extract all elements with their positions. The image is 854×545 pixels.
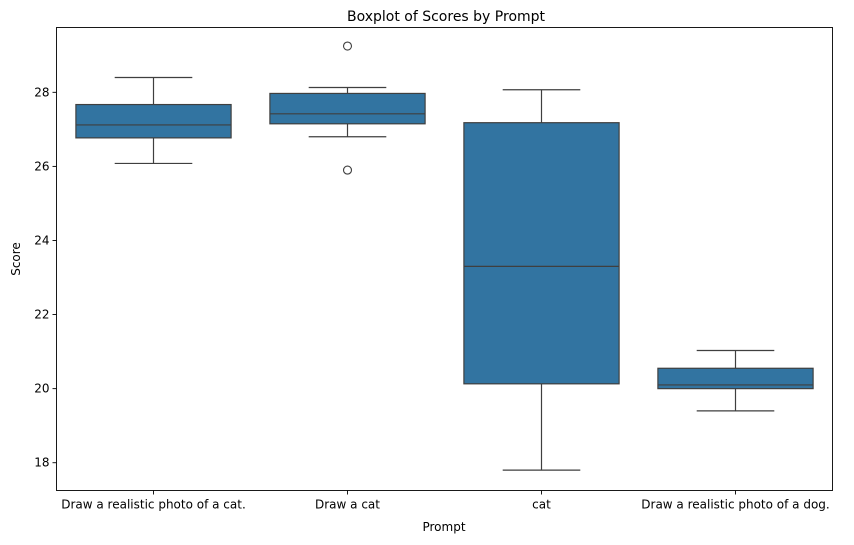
y-axis-label: Score — [9, 242, 23, 276]
outlier-point — [342, 41, 353, 51]
y-tick-label: 18 — [34, 456, 49, 470]
iqr-box — [269, 92, 426, 125]
x-tick-label: cat — [532, 498, 551, 512]
iqr-box — [463, 122, 620, 385]
y-tick-label: 24 — [34, 233, 49, 247]
box-group — [269, 41, 426, 175]
x-tick-label: Draw a realistic photo of a dog. — [641, 498, 829, 512]
x-tick-label: Draw a cat — [315, 498, 380, 512]
box-group — [75, 76, 232, 165]
y-tick-label: 22 — [34, 308, 49, 322]
box-group — [463, 89, 620, 471]
y-tick-label: 26 — [34, 159, 49, 173]
x-axis-label: Prompt — [422, 520, 465, 534]
plot-frame — [56, 27, 833, 491]
chart-title: Boxplot of Scores by Prompt — [347, 9, 546, 25]
box-group — [657, 349, 814, 412]
y-tick-label: 20 — [34, 382, 49, 396]
iqr-box — [657, 367, 814, 390]
y-tick-label: 28 — [34, 85, 49, 99]
iqr-box — [75, 103, 232, 139]
x-tick-label: Draw a realistic photo of a cat. — [61, 498, 246, 512]
plot-area — [75, 41, 814, 471]
x-axis: Draw a realistic photo of a cat. Draw a c… — [61, 490, 830, 512]
y-axis: 18 20 22 24 26 28 — [34, 85, 57, 470]
outlier-point — [342, 165, 353, 175]
